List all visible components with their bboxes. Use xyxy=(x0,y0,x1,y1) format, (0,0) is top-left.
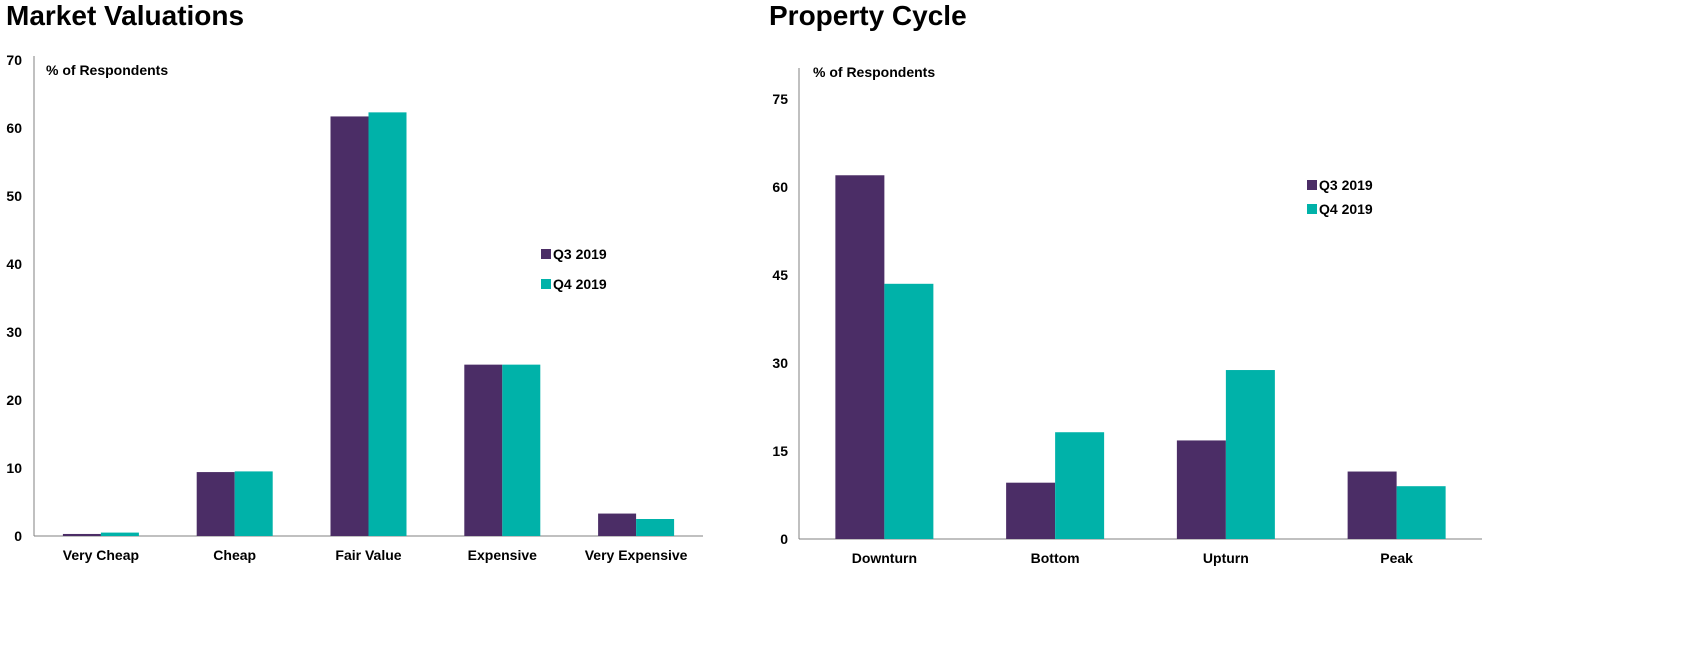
bar xyxy=(884,283,934,539)
bar xyxy=(62,533,101,536)
y-axis-label: % of Respondents xyxy=(46,62,168,78)
legend-label: Q4 2019 xyxy=(1319,201,1373,217)
bar xyxy=(1225,370,1275,539)
bar xyxy=(100,532,139,536)
bar xyxy=(1347,471,1397,539)
x-tick-label: Expensive xyxy=(468,547,537,563)
legend-swatch xyxy=(541,249,551,259)
x-tick-label: Bottom xyxy=(1031,550,1080,566)
y-tick-label: 60 xyxy=(6,120,22,136)
legend-label: Q4 2019 xyxy=(553,276,607,292)
bar xyxy=(368,112,407,537)
y-tick-label: 10 xyxy=(6,460,22,476)
y-tick-label: 30 xyxy=(772,355,788,371)
y-tick-label: 60 xyxy=(772,179,788,195)
legend-label: Q3 2019 xyxy=(553,246,607,262)
bar xyxy=(1055,432,1105,539)
legend-swatch xyxy=(1307,204,1317,214)
bar xyxy=(502,364,541,536)
x-tick-label: Very Expensive xyxy=(585,547,688,563)
x-tick-label: Cheap xyxy=(213,547,256,563)
x-tick-label: Upturn xyxy=(1203,550,1249,566)
y-tick-label: 50 xyxy=(6,188,22,204)
y-tick-label: 30 xyxy=(6,324,22,340)
y-tick-label: 0 xyxy=(14,528,22,544)
bar xyxy=(598,513,637,536)
bar xyxy=(1006,482,1056,539)
y-tick-label: 40 xyxy=(6,256,22,272)
legend-label: Q3 2019 xyxy=(1319,177,1373,193)
bar xyxy=(835,175,885,539)
y-tick-label: 70 xyxy=(6,52,22,68)
bar xyxy=(464,364,503,536)
market-valuations-chart: 0 10 20 30 40 50 60 70 % of Respondents Very Chea… xyxy=(6,52,703,563)
y-tick-label: 15 xyxy=(772,443,788,459)
y-axis-label: % of Respondents xyxy=(813,64,935,80)
bar xyxy=(636,519,675,536)
chart-title: Market Valuations xyxy=(6,0,245,31)
x-tick-label: Downturn xyxy=(852,550,917,566)
bar xyxy=(196,472,235,536)
x-tick-label: Very Cheap xyxy=(63,547,139,563)
y-tick-label: 0 xyxy=(780,531,788,547)
legend-swatch xyxy=(1307,180,1317,190)
bar xyxy=(1396,486,1446,539)
bar xyxy=(1176,440,1226,539)
x-tick-label: Peak xyxy=(1380,550,1413,566)
bar xyxy=(330,116,369,536)
bar xyxy=(234,471,273,536)
y-tick-label: 45 xyxy=(772,267,788,283)
y-tick-label: 75 xyxy=(772,91,788,107)
y-tick-label: 20 xyxy=(6,392,22,408)
chart-title: Property Cycle xyxy=(769,0,967,31)
x-tick-label: Fair Value xyxy=(335,547,401,563)
legend-swatch xyxy=(541,279,551,289)
